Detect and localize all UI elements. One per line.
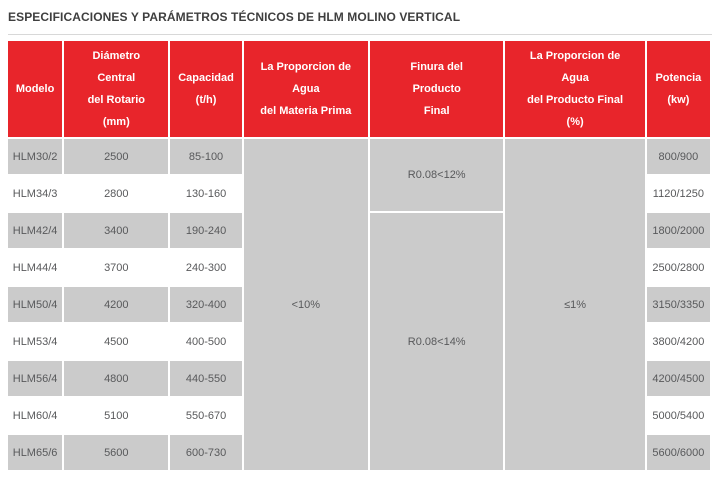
header-line: Producto bbox=[412, 83, 461, 95]
table-row: HLM42/4 3400 190-240 R0.08<14% 1800/2000 bbox=[8, 213, 710, 470]
header-line: Agua bbox=[292, 83, 320, 95]
cell-finura-producto-final: R0.08<14% bbox=[370, 213, 504, 470]
cell-modelo: HLM65/6 bbox=[8, 435, 63, 470]
col-header-potencia: Potencia (kw) bbox=[646, 41, 710, 137]
header-line: del Rotario bbox=[87, 94, 146, 106]
header-line: del Producto Final bbox=[527, 94, 624, 106]
cell-diametro: 2800 bbox=[64, 176, 169, 211]
table-row: HLM60/4 5100 550-670 5000/5400 bbox=[8, 398, 710, 433]
table-row: HLM65/6 5600 600-730 5600/6000 bbox=[8, 435, 710, 470]
table-row: HLM50/4 4200 320-400 3150/3350 bbox=[8, 287, 710, 322]
header-line: Diámetro bbox=[92, 50, 141, 62]
header-line: del Materia Prima bbox=[260, 105, 352, 117]
cell-capacidad: 320-400 bbox=[170, 287, 242, 322]
table-row: HLM34/3 2800 130-160 1120/1250 bbox=[8, 176, 710, 211]
table-row: HLM53/4 4500 400-500 3800/4200 bbox=[8, 324, 710, 359]
cell-modelo: HLM60/4 bbox=[8, 398, 63, 433]
cell-capacidad: 600-730 bbox=[170, 435, 242, 470]
header-line: Modelo bbox=[15, 83, 55, 95]
header-line: (%) bbox=[566, 116, 584, 128]
cell-potencia: 5000/5400 bbox=[646, 398, 710, 433]
cell-modelo: HLM50/4 bbox=[8, 287, 63, 322]
cell-agua-producto-final: ≤1% bbox=[505, 139, 645, 470]
cell-diametro: 2500 bbox=[64, 139, 169, 174]
cell-potencia: 2500/2800 bbox=[646, 250, 710, 285]
header-line: Agua bbox=[561, 72, 589, 84]
col-header-finura-producto-final: Finura del Producto Final bbox=[370, 41, 504, 137]
page-title: ESPECIFICACIONES Y PARÁMETROS TÉCNICOS D… bbox=[8, 10, 461, 24]
cell-capacidad: 190-240 bbox=[170, 213, 242, 248]
cell-potencia: 1800/2000 bbox=[646, 213, 710, 248]
cell-modelo: HLM53/4 bbox=[8, 324, 63, 359]
header-line: Final bbox=[423, 105, 450, 117]
header-line: (t/h) bbox=[195, 94, 217, 106]
header-line: La Proporcion de bbox=[529, 50, 621, 62]
header-line: (kw) bbox=[667, 94, 690, 106]
header-line: Potencia bbox=[655, 72, 702, 84]
cell-capacidad: 400-500 bbox=[170, 324, 242, 359]
col-header-capacidad: Capacidad (t/h) bbox=[170, 41, 242, 137]
cell-potencia: 4200/4500 bbox=[646, 361, 710, 396]
table-header: Modelo Diámetro Central del Rotario (mm)… bbox=[8, 41, 710, 137]
col-header-diametro-central: Diámetro Central del Rotario (mm) bbox=[64, 41, 169, 137]
specs-table: Modelo Diámetro Central del Rotario (mm)… bbox=[6, 39, 712, 472]
header-line: Finura del bbox=[410, 61, 463, 73]
cell-diametro: 5100 bbox=[64, 398, 169, 433]
cell-modelo: HLM30/2 bbox=[8, 139, 63, 174]
cell-diametro: 3700 bbox=[64, 250, 169, 285]
cell-diametro: 4800 bbox=[64, 361, 169, 396]
table-body: HLM30/2 2500 85-100 <10% R0.08<12% ≤1% 8… bbox=[8, 139, 710, 470]
cell-modelo: HLM42/4 bbox=[8, 213, 63, 248]
cell-modelo: HLM34/3 bbox=[8, 176, 63, 211]
header-line: (mm) bbox=[102, 116, 130, 128]
cell-potencia: 800/900 bbox=[646, 139, 710, 174]
cell-capacidad: 85-100 bbox=[170, 139, 242, 174]
cell-potencia: 3150/3350 bbox=[646, 287, 710, 322]
cell-capacidad: 550-670 bbox=[170, 398, 242, 433]
cell-agua-materia-prima: <10% bbox=[243, 139, 369, 470]
table-row: HLM56/4 4800 440-550 4200/4500 bbox=[8, 361, 710, 396]
cell-modelo: HLM56/4 bbox=[8, 361, 63, 396]
cell-modelo: HLM44/4 bbox=[8, 250, 63, 285]
table-row: HLM44/4 3700 240-300 2500/2800 bbox=[8, 250, 710, 285]
table-row: HLM30/2 2500 85-100 <10% R0.08<12% ≤1% 8… bbox=[8, 139, 710, 470]
cell-diametro: 3400 bbox=[64, 213, 169, 248]
cell-potencia: 5600/6000 bbox=[646, 435, 710, 470]
title-divider bbox=[8, 34, 712, 35]
cell-diametro: 5600 bbox=[64, 435, 169, 470]
header-line: La Proporcion de bbox=[260, 61, 352, 73]
header-line: Central bbox=[97, 72, 136, 84]
cell-capacidad: 240-300 bbox=[170, 250, 242, 285]
cell-potencia: 1120/1250 bbox=[646, 176, 710, 211]
cell-diametro: 4200 bbox=[64, 287, 169, 322]
cell-capacidad: 440-550 bbox=[170, 361, 242, 396]
cell-capacidad: 130-160 bbox=[170, 176, 242, 211]
col-header-modelo: Modelo bbox=[8, 41, 63, 137]
cell-diametro: 4500 bbox=[64, 324, 169, 359]
cell-finura-producto-final: R0.08<12% bbox=[370, 139, 504, 211]
header-line: Capacidad bbox=[178, 72, 234, 84]
col-header-agua-materia-prima: La Proporcion de Agua del Materia Prima bbox=[243, 41, 369, 137]
cell-potencia: 3800/4200 bbox=[646, 324, 710, 359]
col-header-agua-producto-final: La Proporcion de Agua del Producto Final… bbox=[505, 41, 645, 137]
